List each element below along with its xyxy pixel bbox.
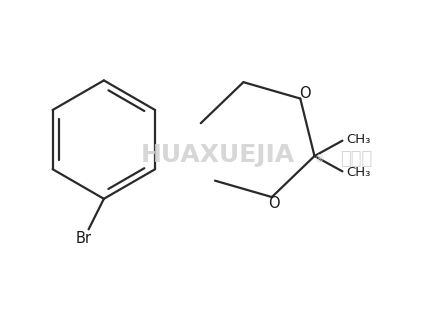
Text: O: O	[268, 196, 279, 211]
Text: CH₃: CH₃	[346, 166, 370, 179]
Text: Br: Br	[76, 231, 92, 246]
Text: 化学加: 化学加	[341, 150, 373, 168]
Text: O: O	[300, 86, 311, 101]
Text: CH₃: CH₃	[346, 133, 370, 146]
Text: ®: ®	[315, 154, 325, 164]
Text: HUAXUEJIA: HUAXUEJIA	[141, 143, 295, 167]
